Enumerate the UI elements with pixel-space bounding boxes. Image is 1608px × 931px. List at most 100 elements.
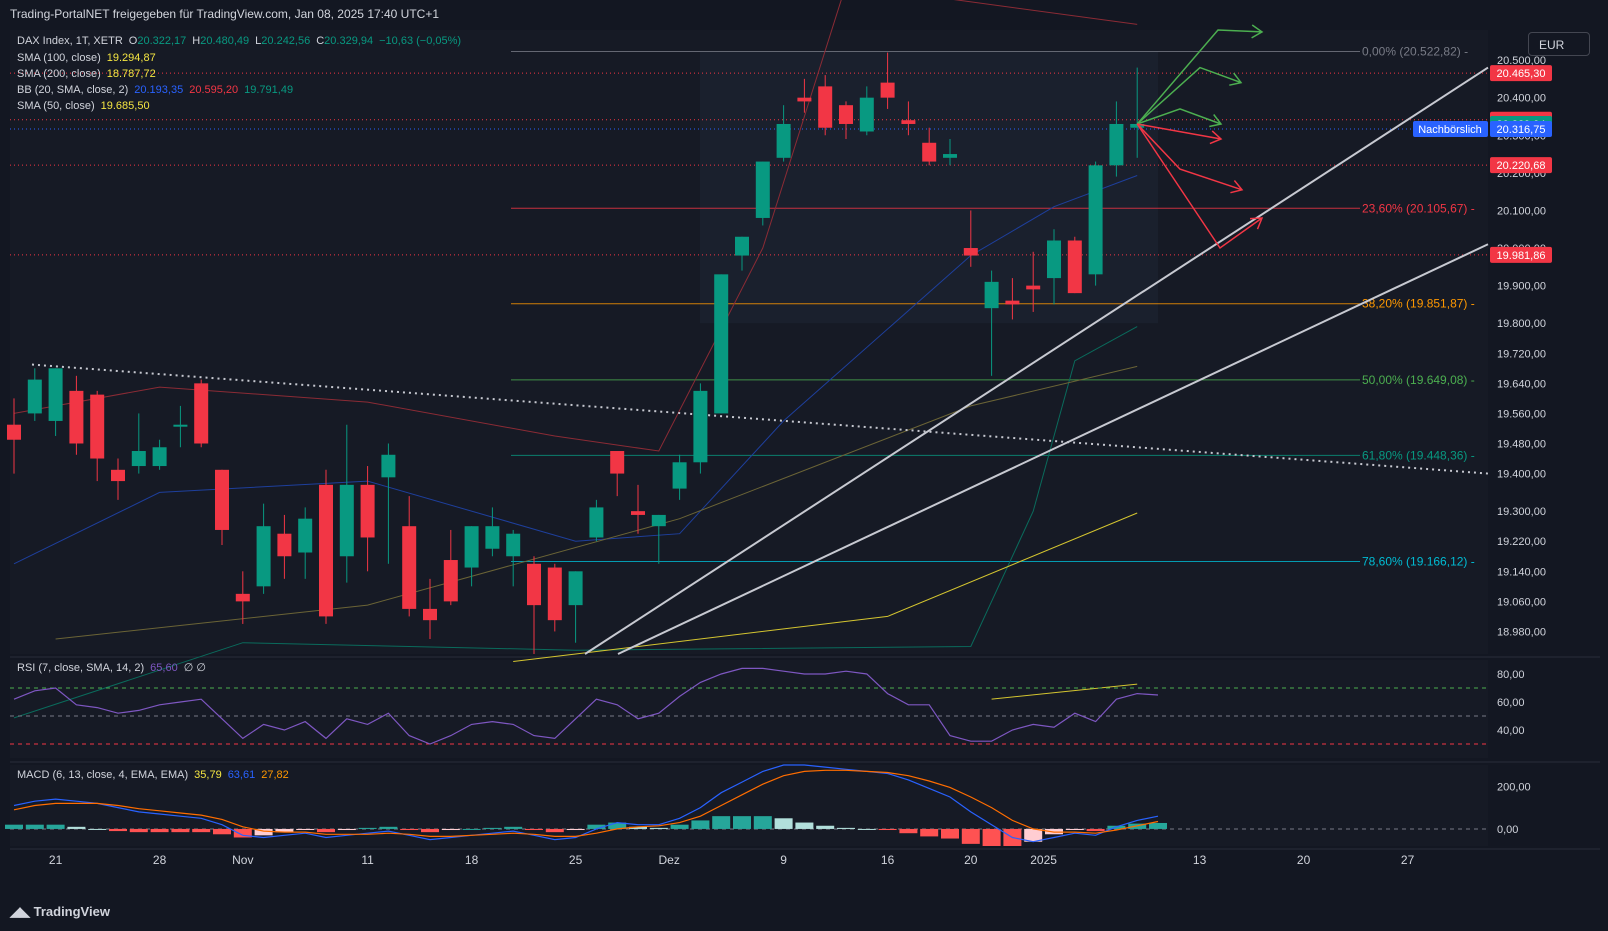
candle-body: [859, 97, 874, 132]
fib-level-label: 61,80% (19.448,36) -: [1362, 448, 1475, 462]
legend-sma100-label: SMA (100, close): [17, 52, 101, 64]
price-label-box: [1490, 157, 1552, 174]
candle-body: [27, 379, 42, 414]
sma100-line: [513, 512, 1138, 662]
x-tick-label: Nov: [232, 853, 253, 867]
footer-brand: TradingView: [33, 904, 110, 919]
macd-histogram-bar: [171, 828, 190, 833]
candle-body: [443, 560, 458, 602]
candle-body: [714, 274, 729, 414]
price-label-text: 19.981,86: [1497, 250, 1546, 262]
candle-body: [423, 608, 437, 621]
candle-body: [152, 447, 167, 467]
projection-arrowhead: [1249, 217, 1264, 230]
macd-histogram-bar: [129, 828, 148, 833]
macd-histogram-bar: [1149, 822, 1167, 829]
projection-arrowhead: [1229, 72, 1243, 86]
candle-body: [797, 97, 812, 102]
x-tick-label: 2025: [1030, 853, 1057, 867]
macd-histogram-bar: [982, 828, 1001, 846]
rsi-pane: [10, 660, 1488, 758]
macd-histogram-bar: [379, 826, 398, 829]
price-label-text: 20.220,68: [1497, 160, 1546, 172]
legend-high: 20.480,49: [200, 35, 250, 47]
candle-body: [818, 86, 833, 128]
currency-selector[interactable]: EUR: [1528, 32, 1590, 56]
y-tick-label: 19.300,00: [1497, 506, 1546, 518]
candle-body: [943, 154, 957, 158]
legend-bb-basis: 20.193,35: [134, 84, 184, 96]
macd-histogram-bar: [400, 828, 419, 831]
macd-histogram-bar: [296, 828, 315, 831]
candle-body: [963, 248, 978, 256]
macd-histogram-bar: [545, 828, 564, 833]
price-label-text: 20.316,75: [1497, 124, 1546, 136]
legend-macd-signal: 63,61: [227, 769, 256, 781]
header-bar: Trading-PortalNET freigegeben für Tradin…: [0, 0, 1608, 28]
x-tick-label: 27: [1401, 853, 1415, 867]
projection-arrowhead: [1251, 24, 1264, 39]
fib-level-label: 0,00% (20.522,82) -: [1362, 44, 1468, 58]
candle-body: [693, 390, 708, 463]
macd-histogram-bar: [753, 816, 772, 829]
macd-histogram-bar: [441, 828, 460, 831]
legend-bb: BB (20, SMA, close, 2) 20.193,35 20.595,20…: [17, 82, 299, 98]
candle-body: [610, 451, 625, 474]
candle-body: [631, 511, 645, 515]
y-tick-label: 19.480,00: [1497, 438, 1546, 450]
y-tick-label: 19.140,00: [1497, 566, 1546, 578]
macd-histogram-bar: [254, 828, 273, 836]
candle-body: [1026, 285, 1041, 290]
candle-body: [839, 105, 853, 124]
candle-body: [464, 526, 479, 568]
y-tick-label: 20.500,00: [1497, 55, 1546, 67]
legend-sma50-value: 19.685,50: [100, 100, 150, 112]
macd-histogram-bar: [358, 827, 377, 829]
projection-arrow: [1136, 29, 1263, 125]
x-tick-label: 20: [964, 853, 978, 867]
y-tick-label: 20.400,00: [1497, 93, 1546, 105]
macd-histogram-bar: [608, 822, 627, 829]
candle-body: [277, 533, 292, 557]
macd-histogram-bar: [275, 828, 294, 833]
legend-bb-upper: 20.595,20: [189, 84, 239, 96]
macd-histogram-bar: [525, 828, 543, 831]
y-tick-label: 19.640,00: [1497, 378, 1546, 390]
candle-body: [568, 571, 583, 606]
macd-histogram-bar: [774, 818, 793, 829]
legend-rsi-extra: ∅ ∅: [183, 662, 206, 674]
rsi-tick-label: 60,00: [1497, 697, 1525, 709]
legend-sma200-label: SMA (200, close): [17, 68, 101, 80]
candle-body: [1130, 123, 1145, 128]
x-tick-label: 13: [1193, 853, 1207, 867]
legend-bb-lower: 19.791,49: [244, 84, 294, 96]
legend-o-label: O: [128, 35, 138, 47]
sma200-line: [991, 683, 1138, 700]
legend-low: 20.242,56: [261, 35, 311, 47]
legend-symbol: DAX Index, 1T, XETR: [17, 35, 123, 47]
legend-close: 20.329,94: [324, 35, 374, 47]
candle-body: [402, 526, 417, 609]
candle-body: [1067, 240, 1082, 294]
y-tick-label: 20.100,00: [1497, 205, 1546, 217]
candle-body: [69, 390, 84, 444]
fib-level-label: 78,60% (19.166,12) -: [1362, 554, 1475, 568]
legend-sma100: SMA (100, close) 19.294,87: [17, 50, 162, 66]
candle-body: [984, 281, 999, 309]
candle-body: [485, 526, 500, 549]
candle-body: [1088, 165, 1103, 275]
macd-histogram-bar: [5, 824, 23, 829]
candle-body: [7, 424, 21, 440]
fib-level-label: 50,00% (19.649,08) -: [1362, 373, 1475, 387]
candle-body: [235, 593, 250, 602]
macd-histogram-bar: [1024, 828, 1043, 842]
legend-rsi-label: RSI (7, close, SMA, 14, 2): [17, 662, 145, 674]
legend-macd-hist: 27,82: [261, 769, 289, 781]
candle-body: [589, 507, 604, 538]
projection-arrowhead: [1209, 114, 1223, 128]
macd-histogram-bar: [691, 820, 710, 829]
candle-body: [360, 484, 375, 538]
candle-body: [215, 469, 229, 530]
legend-sma50-label: SMA (50, close): [17, 100, 95, 112]
